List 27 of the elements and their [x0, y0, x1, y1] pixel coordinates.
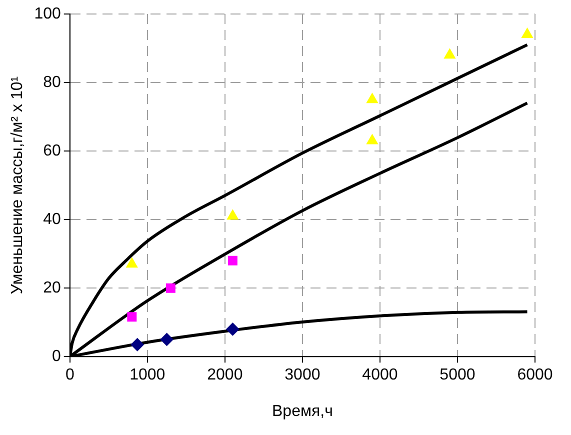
point: [522, 28, 533, 38]
y-tick-label: 40: [43, 210, 61, 228]
x-tick-label: 0: [65, 366, 74, 384]
y-tick-label: 60: [43, 142, 61, 160]
y-axis-title: Уменьшение массы,г/м² x 10¹: [9, 76, 26, 294]
point: [366, 93, 378, 104]
y-tick-label: 20: [43, 279, 61, 296]
point: [127, 312, 137, 322]
point: [130, 338, 144, 352]
point: [166, 283, 176, 293]
point: [228, 256, 238, 266]
x-tick-label: 3000: [284, 366, 320, 384]
point: [226, 322, 240, 336]
x-tick-label: 4000: [362, 366, 398, 384]
y-tick-label: 80: [43, 74, 61, 91]
x-tick-label: 5000: [440, 366, 476, 384]
x-axis-title: Время,ч: [272, 402, 333, 420]
point: [126, 258, 138, 268]
y-tick-label: 100: [34, 5, 61, 22]
x-tick-label: 6000: [517, 366, 553, 384]
x-tick-label: 1000: [130, 366, 166, 384]
point: [366, 134, 378, 144]
point: [226, 210, 238, 220]
x-tick-label: 2000: [207, 366, 243, 384]
y-tick-label: 0: [52, 348, 61, 366]
point: [160, 332, 174, 346]
point: [444, 48, 456, 59]
